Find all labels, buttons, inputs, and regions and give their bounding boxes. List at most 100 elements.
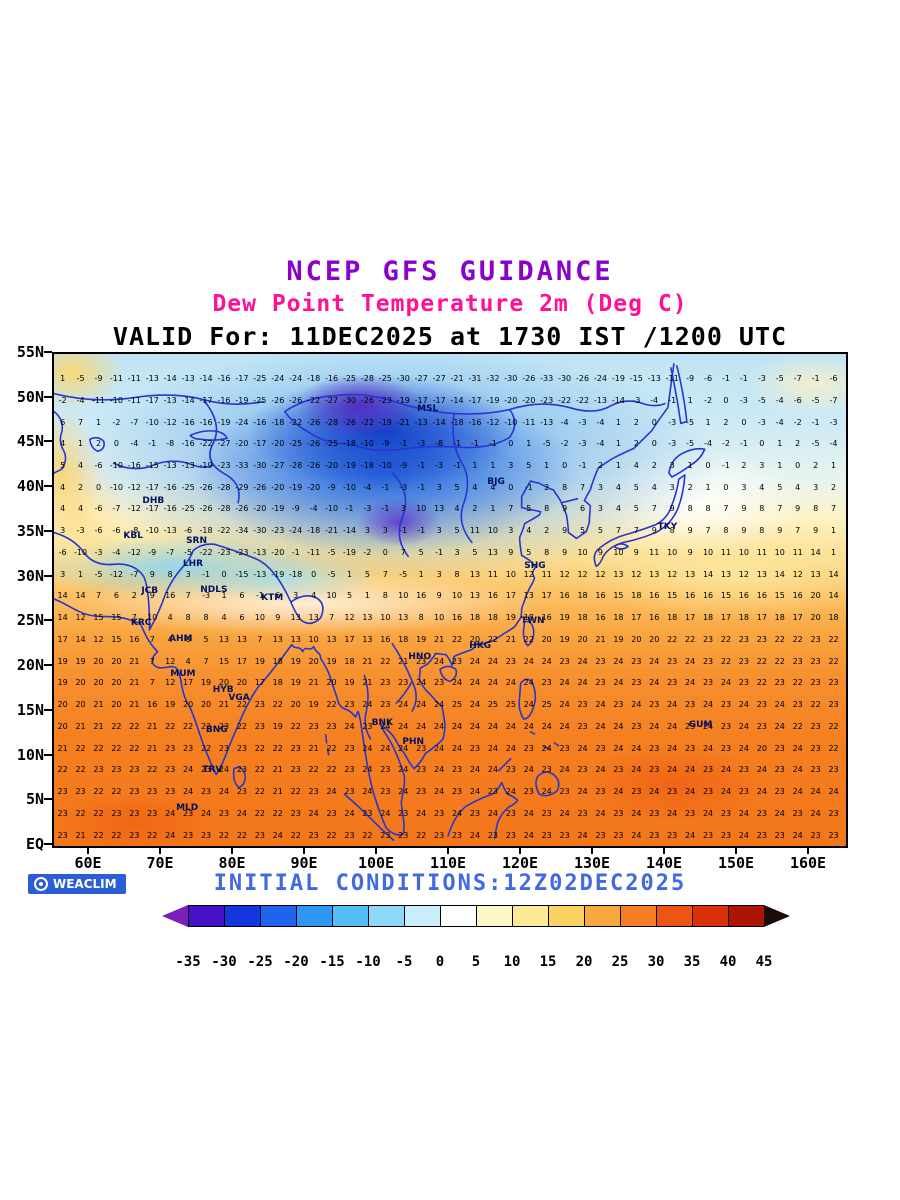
grid-value: 23 [165, 787, 176, 797]
grid-value: 23 [559, 656, 570, 666]
grid-value: -4 [775, 417, 784, 427]
grid-value: 23 [828, 678, 839, 688]
grid-value: 1 [526, 439, 532, 449]
grid-value: 19 [254, 656, 265, 666]
grid-value: -17 [235, 374, 249, 384]
grid-value: 17 [541, 591, 552, 601]
grid-value: 22 [290, 721, 301, 731]
border-korea-dmz [560, 498, 579, 504]
grid-value: 12 [523, 569, 534, 579]
grid-value: 22 [147, 830, 158, 840]
grid-value: 14 [828, 569, 839, 579]
station-label-hno: HNO [408, 652, 432, 663]
grid-value: 24 [774, 700, 785, 710]
grid-value: 0 [705, 460, 711, 470]
grid-value: 5 [454, 526, 460, 536]
grid-value: 7 [633, 526, 639, 536]
grid-value: 21 [398, 656, 409, 666]
grid-value: 21 [308, 678, 319, 688]
grid-value: -2 [704, 395, 713, 405]
station-labels-layer: DHB MSL BJG KBL SRN TKY LHR SHG JCB NDLS KTM TWN KRC… [54, 354, 846, 846]
grid-value: 5 [633, 504, 639, 514]
grid-value: 23 [792, 656, 803, 666]
y-tick-label: 45N [16, 432, 44, 451]
grid-value: 22 [93, 787, 104, 797]
grid-value: 22 [362, 830, 373, 840]
y-tick-mark [44, 351, 52, 353]
grid-value: 24 [165, 830, 176, 840]
grid-value: 24 [416, 678, 427, 688]
grid-value: 16 [702, 591, 714, 601]
grid-value: -11 [665, 374, 679, 384]
grid-value: 24 [380, 743, 391, 753]
grid-value: 16 [129, 634, 140, 644]
grid-value: 24 [595, 700, 606, 710]
grid-value: 24 [702, 743, 714, 753]
grid-value: 5 [203, 634, 209, 644]
grid-value: 1 [615, 460, 621, 470]
grid-value: 13 [756, 569, 767, 579]
grid-value: 3 [597, 504, 604, 514]
grid-value: 23 [75, 787, 86, 797]
grid-value: 23 [613, 765, 624, 775]
grid-value: 21 [75, 830, 86, 840]
grid-value: 24 [380, 721, 391, 731]
grid-value: 24 [183, 787, 194, 797]
grid-value: 12 [165, 678, 176, 688]
grid-value: -28 [217, 504, 231, 514]
grid-value: 3 [60, 526, 66, 536]
grid-value: -5 [775, 374, 784, 384]
grid-value: 1 [490, 460, 496, 470]
grid-value: 23 [362, 721, 373, 731]
grid-value: 24 [702, 808, 714, 818]
grid-value: 23 [380, 765, 391, 775]
grid-value: 7 [78, 417, 84, 427]
grid-value: 13 [685, 569, 696, 579]
grid-value: 4 [167, 613, 173, 623]
grid-value: 23 [613, 830, 624, 840]
grid-value: 23 [398, 808, 409, 818]
grid-value: 22 [183, 721, 194, 731]
grid-value: 23 [218, 721, 230, 731]
grid-value: 23 [183, 743, 194, 753]
grid-value: 17 [254, 678, 265, 688]
grid-value: 24 [434, 656, 445, 666]
grid-value: 23 [236, 743, 247, 753]
grid-value: -9 [686, 374, 695, 384]
grid-value: -1 [345, 504, 354, 514]
grid-value: -4 [596, 417, 605, 427]
grid-value: -2 [58, 395, 67, 405]
grid-value: -22 [307, 395, 321, 405]
grid-value: -13 [253, 569, 267, 579]
grid-value: 23 [380, 787, 391, 797]
grid-value: -21 [450, 374, 464, 384]
grid-value: 22 [828, 656, 839, 666]
grid-value: -13 [145, 374, 159, 384]
grid-value: -10 [145, 417, 159, 427]
grid-value: 22 [326, 830, 337, 840]
grid-value: 16 [756, 591, 767, 601]
grid-value: 23 [774, 765, 785, 775]
grid-value: 11 [541, 569, 552, 579]
grid-value: 0 [651, 417, 657, 427]
grid-value: -9 [94, 374, 103, 384]
grid-value: 22 [290, 830, 301, 840]
grid-value: 24 [469, 830, 481, 840]
grid-value: -20 [271, 547, 285, 557]
grid-value: 24 [792, 765, 803, 775]
grid-value: 24 [236, 808, 247, 818]
grid-value: 11 [469, 526, 481, 536]
grid-value: 7 [400, 547, 406, 557]
grid-value: 2 [813, 460, 819, 470]
grid-value: -1 [721, 374, 730, 384]
grid-value: 23 [398, 830, 409, 840]
grid-value: 14 [702, 569, 714, 579]
y-tick-mark [44, 843, 52, 845]
grid-value: 23 [685, 743, 696, 753]
grid-value: 23 [720, 743, 732, 753]
grid-value: -14 [181, 395, 195, 405]
grid-value: 23 [398, 678, 409, 688]
grid-value: 24 [649, 678, 660, 688]
grid-value: 12 [667, 569, 678, 579]
grid-value: 22 [756, 678, 767, 688]
